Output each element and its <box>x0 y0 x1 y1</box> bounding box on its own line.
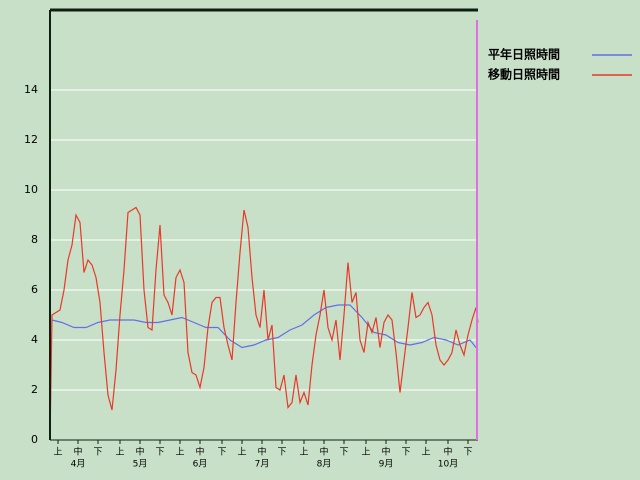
month-label: 5月 <box>133 459 148 470</box>
x-tick-label: 下 <box>155 448 164 458</box>
x-tick-label: 上 <box>299 447 308 458</box>
x-tick-label: 下 <box>463 448 472 458</box>
x-tick-label: 下 <box>93 448 102 458</box>
plot-area <box>49 89 479 441</box>
month-label: 10月 <box>438 459 458 470</box>
x-tick-label: 下 <box>339 448 348 458</box>
y-tick-label: 4 <box>31 333 38 346</box>
x-tick-label: 中 <box>381 446 390 458</box>
x-tick-label: 中 <box>443 446 452 458</box>
x-tick-label: 上 <box>115 447 124 458</box>
month-label: 6月 <box>193 459 208 470</box>
month-label: 9月 <box>379 459 394 470</box>
x-tick-label: 中 <box>319 446 328 458</box>
x-tick-label: 上 <box>237 447 246 458</box>
x-tick-label: 中 <box>135 446 144 458</box>
x-tick-label: 下 <box>277 448 286 458</box>
series-line <box>49 206 479 441</box>
series-line <box>51 304 479 351</box>
x-tick-label: 上 <box>361 447 370 458</box>
month-label: 4月 <box>71 459 86 470</box>
x-tick-label: 上 <box>53 447 62 458</box>
y-tick-label: 10 <box>24 183 38 196</box>
month-label: 7月 <box>255 459 270 470</box>
legend-label: 移動日照時間 <box>488 67 560 82</box>
month-label: 8月 <box>317 459 332 470</box>
y-tick-label: 2 <box>31 383 38 396</box>
y-tick-label: 0 <box>31 433 38 446</box>
y-tick-label: 6 <box>31 283 38 296</box>
x-tick-label: 上 <box>175 447 184 458</box>
legend-label: 平年日照時間 <box>488 47 560 62</box>
y-tick-label: 14 <box>24 83 38 96</box>
x-tick-label: 中 <box>195 446 204 458</box>
x-tick-label: 上 <box>421 447 430 458</box>
y-tick-label: 8 <box>31 233 38 246</box>
x-tick-label: 中 <box>73 446 82 458</box>
x-tick-label: 下 <box>401 448 410 458</box>
y-tick-label: 12 <box>24 133 38 146</box>
x-tick-label: 中 <box>257 446 266 458</box>
x-tick-label: 下 <box>217 448 226 458</box>
